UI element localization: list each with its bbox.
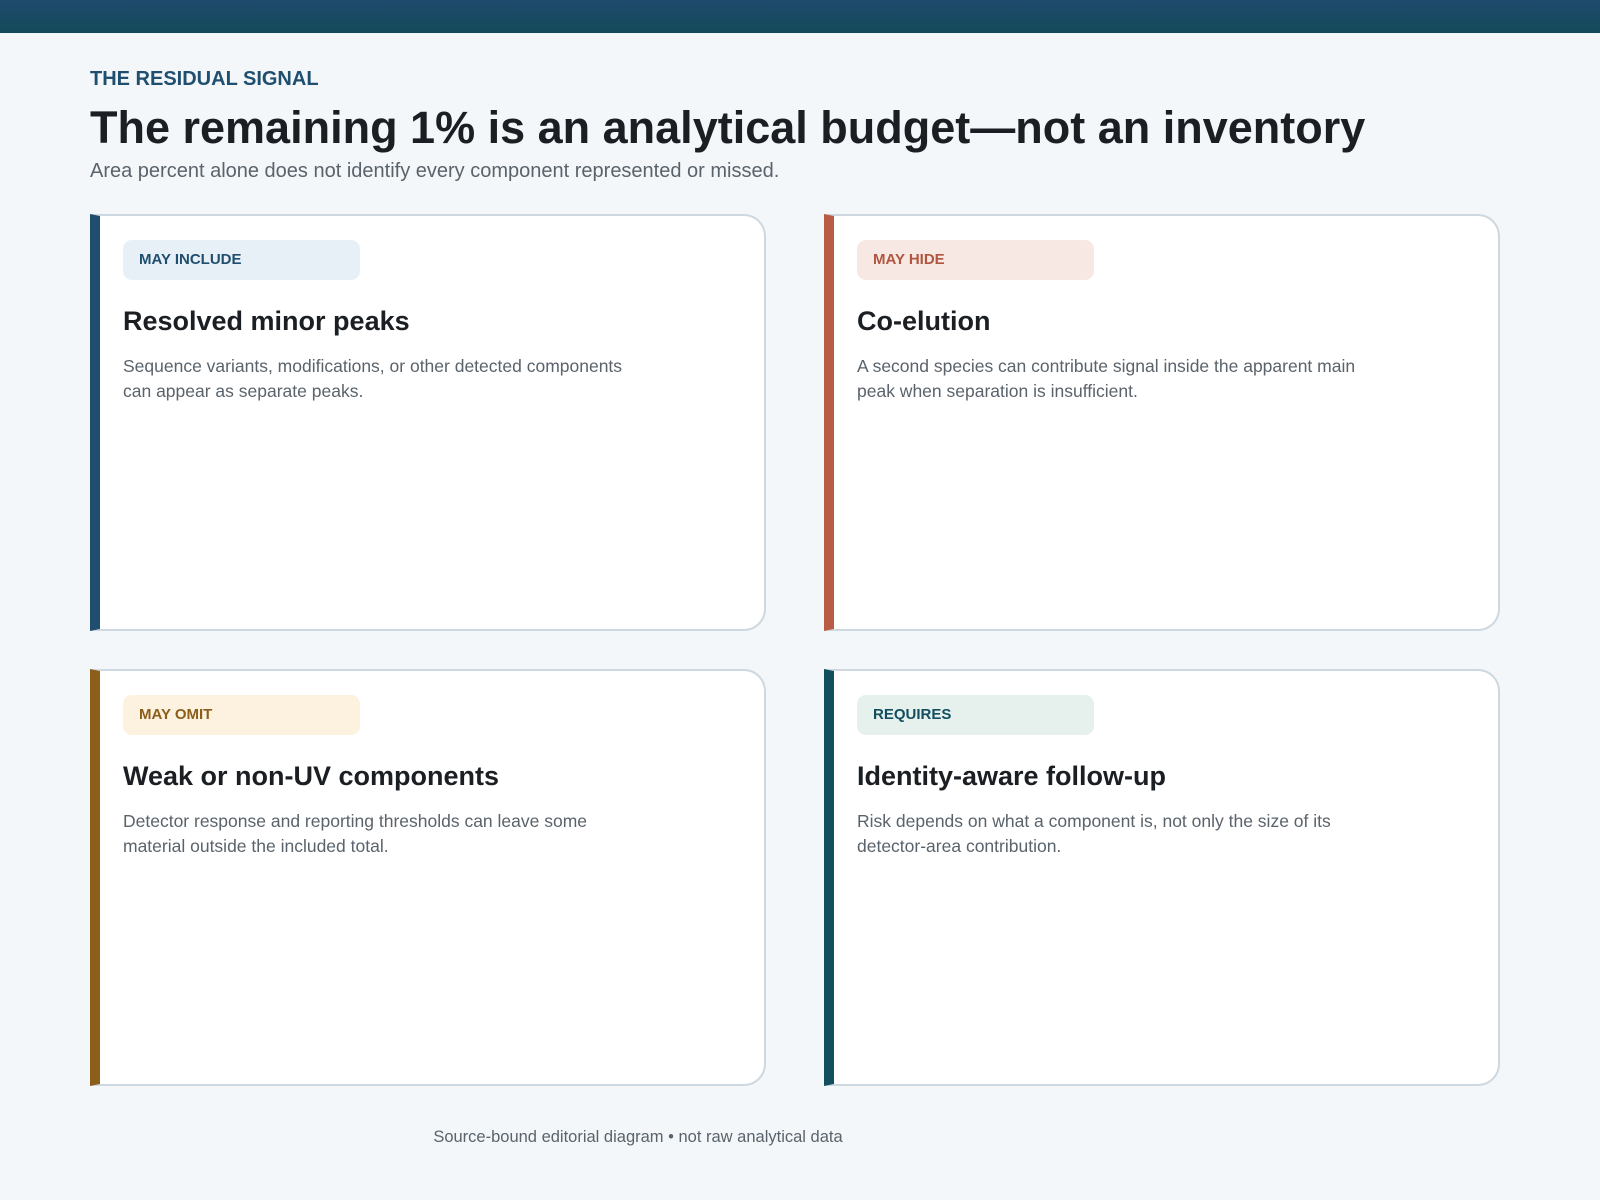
card-title: Co-elution	[857, 306, 991, 336]
card: REQUIRES Identity-aware follow-up Risk d…	[824, 669, 1500, 1086]
badge: REQUIRES	[857, 695, 1094, 735]
page-title: The remaining 1% is an analytical budget…	[90, 102, 1366, 153]
footer-note: Source-bound editorial diagram • not raw…	[433, 1128, 843, 1146]
subtitle: Area percent alone does not identify eve…	[90, 160, 780, 182]
card: MAY OMIT Weak or non-UV components Detec…	[90, 669, 766, 1086]
card-title: Weak or non-UV components	[123, 761, 500, 791]
badge: MAY INCLUDE	[123, 240, 360, 280]
card-body: Sequence variants, modifications, or oth…	[123, 356, 623, 401]
card-title: Identity-aware follow-up	[857, 761, 1167, 791]
card-body: Risk depends on what a component is, not…	[857, 811, 1331, 856]
card-title: Resolved minor peaks	[123, 306, 410, 336]
eyebrow: THE RESIDUAL SIGNAL	[90, 68, 319, 90]
card: MAY HIDE Co-elution A second species can…	[824, 214, 1500, 631]
top-bar	[0, 0, 1600, 33]
badge: MAY OMIT	[123, 695, 360, 735]
card: MAY INCLUDE Resolved minor peaks Sequenc…	[90, 214, 766, 631]
card-body: A second species can contribute signal i…	[857, 356, 1356, 401]
card-body: Detector response and reporting threshol…	[123, 811, 588, 856]
badge: MAY HIDE	[857, 240, 1094, 280]
